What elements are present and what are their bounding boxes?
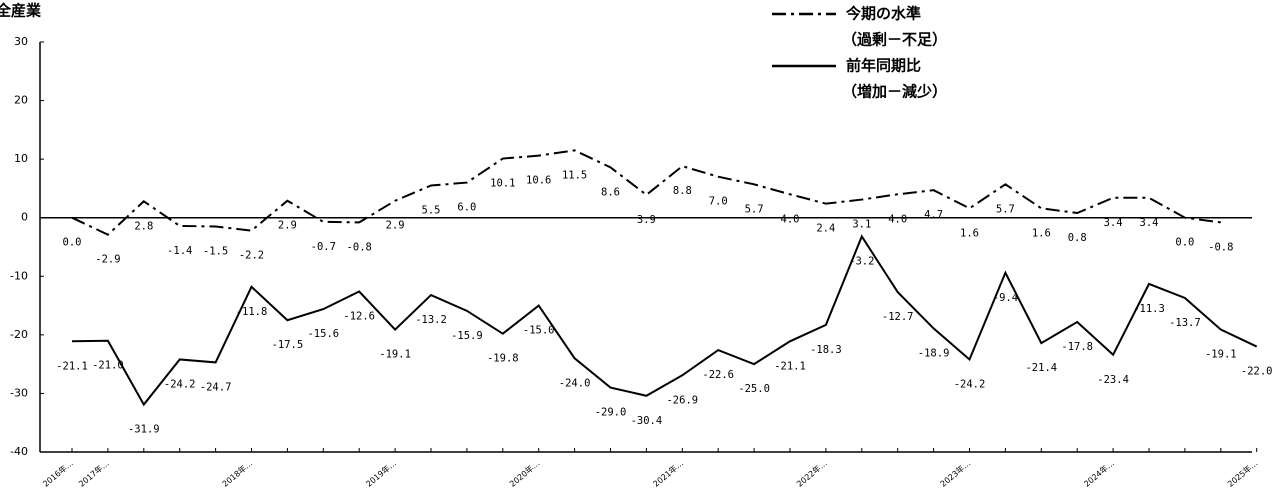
x-tick-label: 2019年… xyxy=(364,458,398,489)
y-tick-label: -20 xyxy=(10,328,28,341)
data-label: -17.5 xyxy=(272,339,304,351)
x-tick-label: 2016年… xyxy=(41,458,75,489)
data-label: -13.7 xyxy=(1169,317,1201,329)
data-label: -22.0 xyxy=(1241,366,1273,378)
data-label: -18.9 xyxy=(918,347,950,359)
data-label: 1.6 xyxy=(960,227,979,239)
data-label: -1.5 xyxy=(203,246,228,258)
data-label: -30.4 xyxy=(631,415,663,427)
data-label: -15.6 xyxy=(307,328,339,340)
data-label: 4.0 xyxy=(781,213,800,225)
data-label: -21.1 xyxy=(56,360,88,372)
data-label: -3.2 xyxy=(849,255,874,267)
data-label: 10.1 xyxy=(490,178,515,190)
y-tick-label: 20 xyxy=(14,94,28,107)
data-label: 3.1 xyxy=(852,219,871,231)
y-tick-label: -10 xyxy=(10,269,28,282)
data-label: 10.6 xyxy=(526,175,551,187)
data-label: 3.4 xyxy=(1104,217,1123,229)
legend-label: 前年同期比 xyxy=(846,57,921,75)
data-label: -1.4 xyxy=(167,245,192,257)
data-label: 2.4 xyxy=(816,223,835,235)
chart-title: 全産業 xyxy=(0,2,42,20)
x-tick-label: 2023年… xyxy=(938,458,972,489)
data-label: -22.6 xyxy=(702,369,734,381)
data-label: -15.0 xyxy=(523,325,555,337)
data-label: -31.9 xyxy=(128,424,160,436)
data-label: -2.2 xyxy=(239,250,264,262)
data-label: -19.1 xyxy=(1205,349,1237,361)
x-tick-label: 2020年… xyxy=(507,458,541,489)
y-tick-label: -40 xyxy=(10,445,28,458)
data-label: -24.0 xyxy=(559,377,591,389)
data-label: -11.8 xyxy=(236,306,268,318)
data-label: 5.7 xyxy=(996,203,1015,215)
series-line xyxy=(71,234,1258,407)
data-label: 8.8 xyxy=(673,185,692,197)
x-tick-label: 2024年… xyxy=(1082,458,1116,489)
data-label: 4.7 xyxy=(924,209,943,221)
data-label: 6.0 xyxy=(457,202,476,214)
data-label: 4.0 xyxy=(888,213,907,225)
data-label: 5.5 xyxy=(422,205,441,217)
data-label: 2.9 xyxy=(278,220,297,232)
y-tick-label: 0 xyxy=(21,211,28,224)
legend-note: （増加－減少） xyxy=(842,83,947,101)
data-label: -21.0 xyxy=(92,360,124,372)
data-label: -11.3 xyxy=(1133,303,1165,315)
data-label: -13.2 xyxy=(415,314,447,326)
data-label: 8.6 xyxy=(601,186,620,198)
y-tick-label: 30 xyxy=(14,35,28,48)
data-label: 0.8 xyxy=(1068,232,1087,244)
data-label: 11.5 xyxy=(562,169,587,181)
data-label: -29.0 xyxy=(595,407,627,419)
data-label: -21.1 xyxy=(774,360,806,372)
data-label: -17.8 xyxy=(1061,341,1093,353)
data-label: -23.4 xyxy=(1097,374,1129,386)
x-tick-label: 2022年… xyxy=(795,458,829,489)
legend-label: 今期の水準 xyxy=(845,5,921,23)
x-tick-label: 2018年… xyxy=(220,458,254,489)
data-label: -24.2 xyxy=(164,378,196,390)
data-label: -15.9 xyxy=(451,330,483,342)
data-label: 0.0 xyxy=(1175,237,1194,249)
data-label: -24.2 xyxy=(954,378,986,390)
series-line xyxy=(71,149,1221,236)
legend-note: （過剰－不足） xyxy=(842,31,947,49)
data-label: -0.8 xyxy=(1208,241,1233,253)
data-label: 5.7 xyxy=(745,203,764,215)
data-label: -2.9 xyxy=(95,254,120,266)
y-tick-label: -30 xyxy=(10,386,28,399)
data-label: -19.1 xyxy=(379,349,411,361)
x-tick-label: 2025年… xyxy=(1225,458,1259,489)
data-label: 3.4 xyxy=(1140,217,1159,229)
data-label: 1.6 xyxy=(1032,227,1051,239)
data-label: -19.8 xyxy=(487,353,519,365)
data-label: 7.0 xyxy=(709,196,728,208)
y-tick-label: 10 xyxy=(14,152,28,165)
data-label: -12.6 xyxy=(343,311,375,323)
data-label: 2.9 xyxy=(386,220,405,232)
data-label: -18.3 xyxy=(810,344,842,356)
data-label: -0.8 xyxy=(347,241,372,253)
data-label: 0.0 xyxy=(63,237,82,249)
data-label: 2.8 xyxy=(134,220,153,232)
data-label: -0.7 xyxy=(311,241,336,253)
data-label: 3.9 xyxy=(637,214,656,226)
data-label: -24.7 xyxy=(200,381,232,393)
x-tick-label: 2021年… xyxy=(651,458,685,489)
data-label: -25.0 xyxy=(738,383,770,395)
data-label: -21.4 xyxy=(1025,362,1057,374)
data-label: -26.9 xyxy=(666,394,698,406)
x-tick-label: 2017年… xyxy=(77,458,111,489)
data-label: -12.7 xyxy=(882,311,914,323)
data-label: -9.4 xyxy=(993,292,1018,304)
